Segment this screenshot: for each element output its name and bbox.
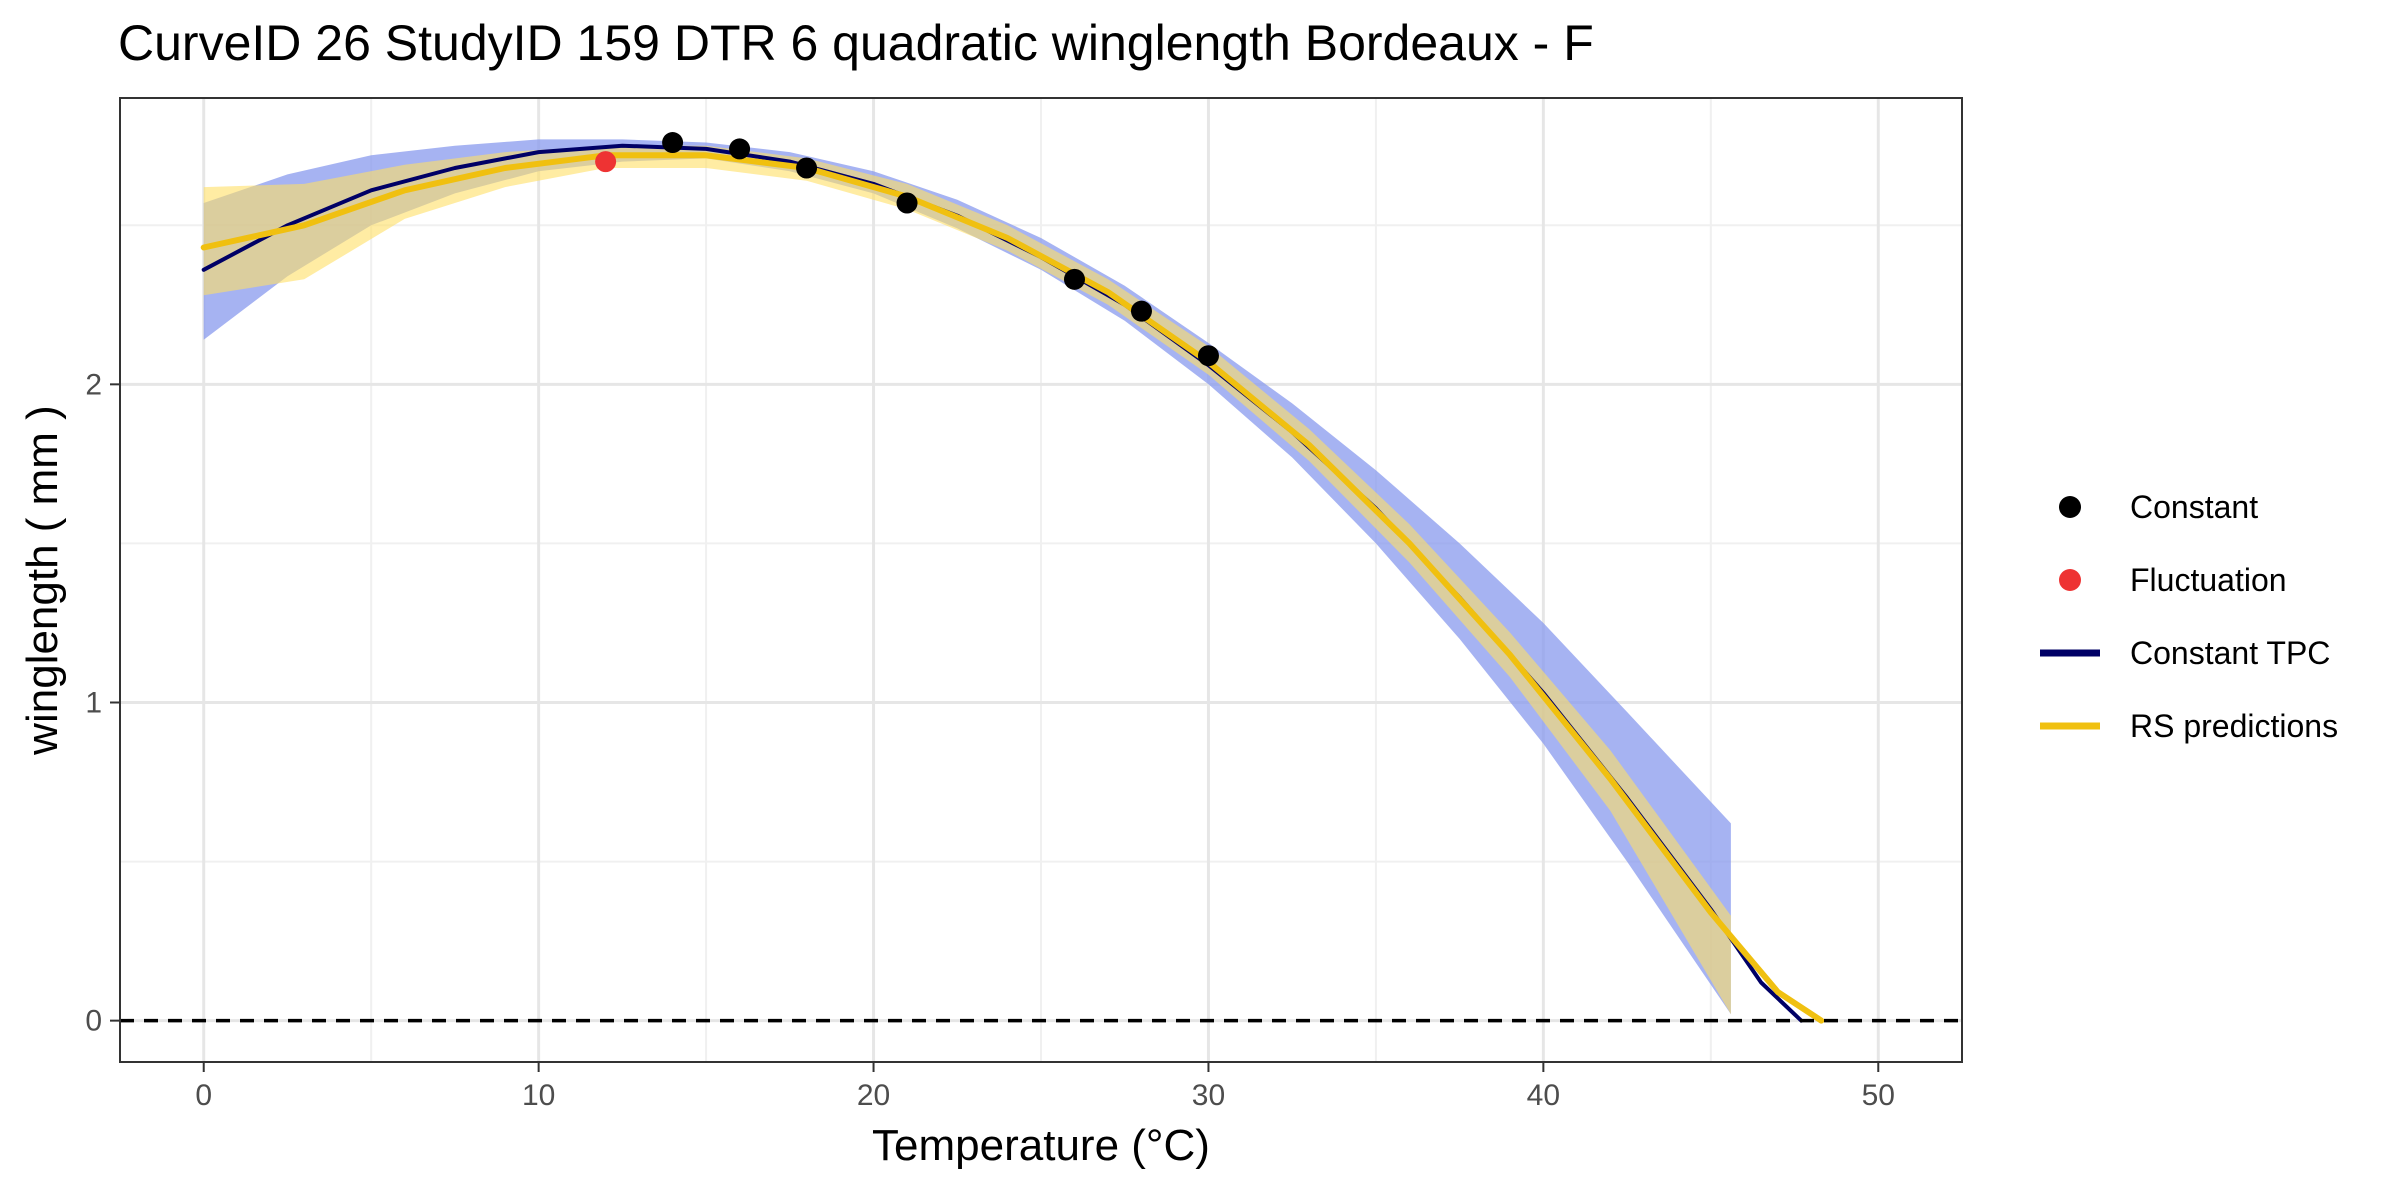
- x-tick-label: 40: [1527, 1079, 1560, 1112]
- chart-title: CurveID 26 StudyID 159 DTR 6 quadratic w…: [118, 15, 1594, 71]
- y-axis-title: winglength ( mm ): [18, 405, 67, 756]
- legend-label: Constant TPC: [2130, 635, 2330, 671]
- constant-point: [796, 157, 818, 179]
- constant-point: [729, 138, 751, 160]
- x-axis-title: Temperature (°C): [872, 1121, 1210, 1170]
- constant-point: [896, 192, 918, 214]
- legend-key-point: [2059, 569, 2081, 591]
- y-tick-label: 1: [85, 686, 102, 719]
- x-tick-label: 0: [195, 1079, 212, 1112]
- plot-area: [119, 97, 1963, 1063]
- legend-label: Constant: [2130, 489, 2258, 525]
- y-tick-label: 0: [85, 1005, 102, 1038]
- x-tick-label: 30: [1192, 1079, 1225, 1112]
- fluctuation-point: [595, 151, 617, 173]
- legend-label: Fluctuation: [2130, 562, 2287, 598]
- plot-border: [119, 97, 1963, 1063]
- legend-label: RS predictions: [2130, 708, 2338, 744]
- legend: Constant Fluctuation Constant TPC RS predic…: [2040, 489, 2338, 744]
- legend-key-point: [2059, 496, 2081, 518]
- constant-point: [662, 132, 684, 154]
- x-tick-label: 10: [522, 1079, 555, 1112]
- rs-predictions-line: [200, 152, 1825, 1024]
- y-axis-ticks: 0 1 2: [85, 368, 120, 1038]
- x-tick-label: 50: [1862, 1079, 1895, 1112]
- data-points: [595, 132, 1219, 367]
- x-axis-ticks: 0 10 20 30 40 50: [195, 1062, 1895, 1112]
- constant-point: [1130, 300, 1152, 322]
- rs-predictions-band: [203, 145, 1731, 1015]
- y-tick-label: 2: [85, 368, 102, 401]
- confidence-bands: [203, 139, 1731, 1015]
- series-lines: [200, 143, 1825, 1024]
- x-tick-label: 20: [857, 1079, 890, 1112]
- constant-point: [1197, 345, 1219, 367]
- constant-point: [1063, 268, 1085, 290]
